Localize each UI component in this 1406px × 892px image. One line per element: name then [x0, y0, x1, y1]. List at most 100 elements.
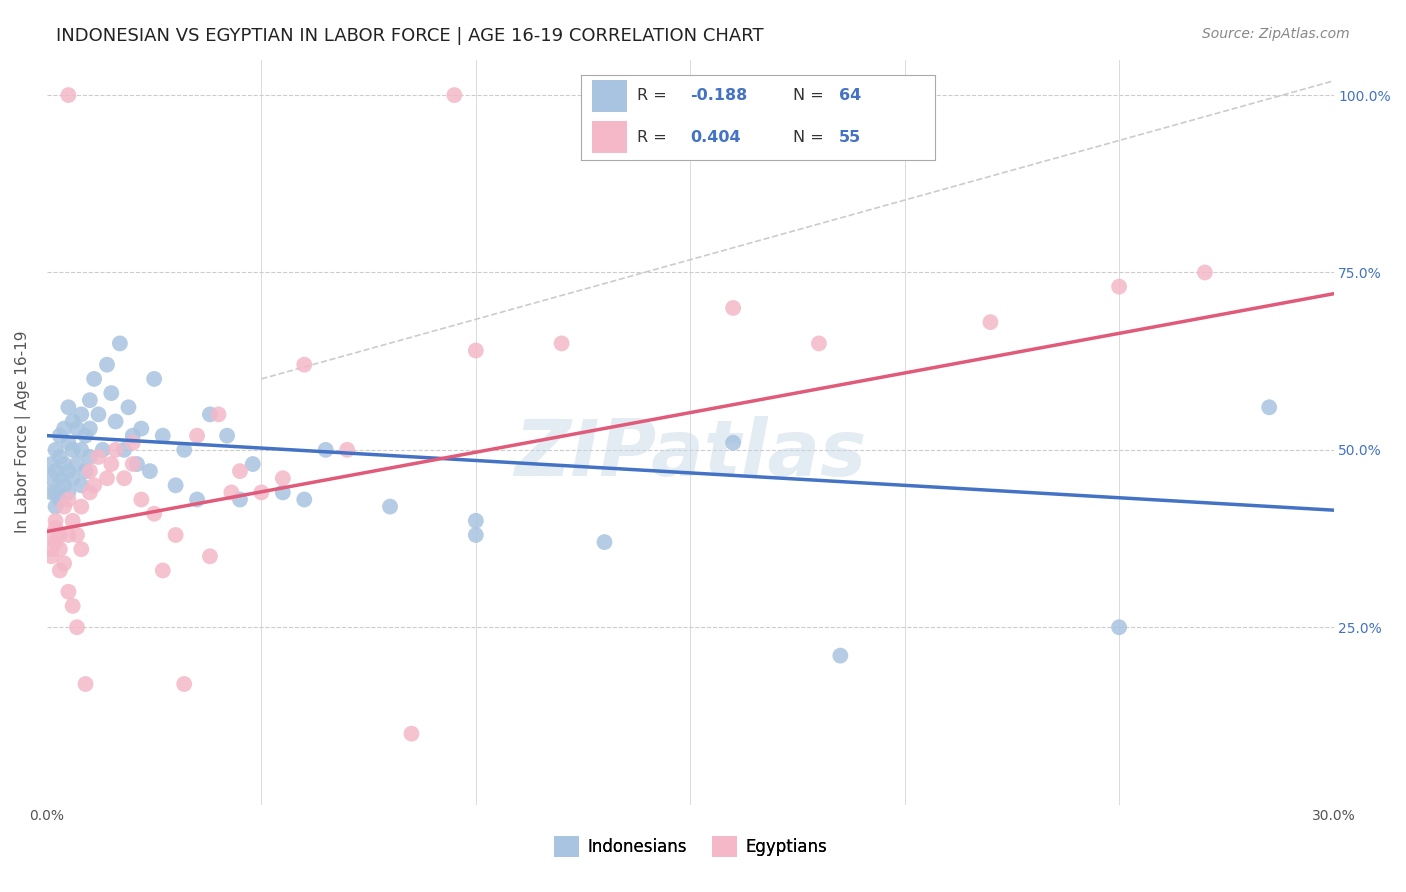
- Point: [807, 336, 830, 351]
- Point: [49, 450, 72, 464]
- Point: [58, 401, 80, 415]
- Point: [336, 442, 359, 457]
- Point: [464, 528, 486, 542]
- Point: [79, 485, 101, 500]
- Point: [66, 457, 89, 471]
- Point: [87, 450, 110, 464]
- Point: [49, 492, 72, 507]
- Point: [443, 88, 465, 103]
- Point: [53, 478, 76, 492]
- Point: [378, 500, 401, 514]
- Point: [121, 428, 143, 442]
- Point: [53, 500, 76, 514]
- Point: [53, 421, 76, 435]
- Point: [58, 88, 80, 103]
- Point: [173, 442, 195, 457]
- Point: [173, 677, 195, 691]
- Point: [62, 414, 84, 428]
- Point: [100, 457, 122, 471]
- Point: [271, 471, 294, 485]
- Point: [58, 485, 80, 500]
- Point: [45, 500, 67, 514]
- Text: INDONESIAN VS EGYPTIAN IN LABOR FORCE | AGE 16-19 CORRELATION CHART: INDONESIAN VS EGYPTIAN IN LABOR FORCE | …: [56, 27, 763, 45]
- Point: [165, 528, 187, 542]
- Point: [131, 421, 153, 435]
- Point: [108, 336, 131, 351]
- Point: [100, 386, 122, 401]
- Point: [39, 528, 62, 542]
- Point: [271, 485, 294, 500]
- Text: Source: ZipAtlas.com: Source: ZipAtlas.com: [1202, 27, 1350, 41]
- Point: [83, 372, 105, 386]
- Point: [1194, 265, 1216, 279]
- Point: [221, 485, 243, 500]
- Point: [198, 549, 221, 564]
- Point: [79, 393, 101, 408]
- Point: [70, 408, 93, 422]
- Point: [721, 301, 744, 315]
- Point: [62, 442, 84, 457]
- Point: [66, 421, 89, 435]
- Point: [66, 620, 89, 634]
- Point: [315, 442, 337, 457]
- Point: [152, 564, 174, 578]
- Point: [593, 535, 616, 549]
- Point: [143, 372, 166, 386]
- Point: [39, 485, 62, 500]
- Point: [1108, 279, 1130, 293]
- Point: [550, 336, 572, 351]
- Point: [70, 500, 93, 514]
- Point: [1108, 620, 1130, 634]
- Point: [45, 535, 67, 549]
- Point: [58, 435, 80, 450]
- Point: [464, 514, 486, 528]
- Point: [121, 457, 143, 471]
- Point: [104, 414, 127, 428]
- Point: [79, 464, 101, 478]
- Point: [53, 457, 76, 471]
- Point: [87, 408, 110, 422]
- Point: [79, 450, 101, 464]
- Point: [152, 428, 174, 442]
- Point: [49, 471, 72, 485]
- Point: [250, 485, 273, 500]
- Y-axis label: In Labor Force | Age 16-19: In Labor Force | Age 16-19: [15, 331, 31, 533]
- Point: [75, 464, 97, 478]
- Point: [117, 401, 139, 415]
- Point: [96, 358, 118, 372]
- Point: [217, 428, 239, 442]
- Point: [139, 464, 162, 478]
- Point: [112, 442, 135, 457]
- Point: [464, 343, 486, 358]
- Point: [39, 549, 62, 564]
- Legend: Indonesians, Egyptians: Indonesians, Egyptians: [547, 830, 834, 863]
- Point: [39, 457, 62, 471]
- Point: [131, 492, 153, 507]
- Text: ZIPatlas: ZIPatlas: [515, 417, 866, 492]
- Point: [229, 492, 252, 507]
- Point: [70, 542, 93, 557]
- Point: [49, 428, 72, 442]
- Point: [58, 464, 80, 478]
- Point: [62, 599, 84, 613]
- Point: [49, 564, 72, 578]
- Point: [58, 584, 80, 599]
- Point: [186, 492, 208, 507]
- Point: [45, 521, 67, 535]
- Point: [70, 442, 93, 457]
- Point: [91, 442, 114, 457]
- Point: [45, 485, 67, 500]
- Point: [62, 514, 84, 528]
- Point: [121, 435, 143, 450]
- Point: [45, 442, 67, 457]
- Point: [58, 528, 80, 542]
- Point: [58, 492, 80, 507]
- Point: [83, 478, 105, 492]
- Point: [721, 435, 744, 450]
- Point: [1258, 401, 1281, 415]
- Point: [45, 464, 67, 478]
- Point: [242, 457, 264, 471]
- Point: [401, 726, 423, 740]
- Point: [186, 428, 208, 442]
- Point: [49, 542, 72, 557]
